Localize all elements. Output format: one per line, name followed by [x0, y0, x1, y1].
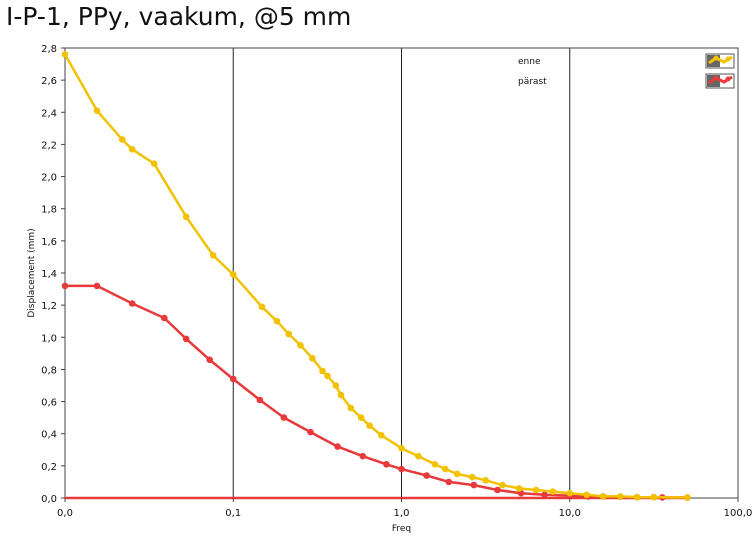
data-point — [468, 473, 476, 481]
data-point — [256, 396, 264, 404]
data-point — [650, 493, 658, 501]
data-point — [150, 160, 158, 167]
y-tick-label: 0,8 — [41, 365, 57, 376]
data-point — [684, 494, 691, 501]
x-axis-label: Freq — [392, 524, 411, 534]
series-line — [65, 284, 688, 499]
data-point — [415, 452, 422, 460]
data-point — [128, 146, 136, 153]
data-point — [258, 303, 266, 311]
data-point — [61, 282, 69, 290]
data-point — [499, 481, 506, 489]
tick-labels: 0,0 0,1 1,0 10,0 100,0 0,0 0,2 0,4 0,6 0,8 1,0 1,2 1… — [41, 44, 752, 519]
y-tick-label: 0,4 — [41, 430, 57, 441]
data-point — [209, 252, 217, 259]
data-point — [366, 422, 373, 430]
series-enne — [61, 51, 691, 501]
data-point — [285, 330, 293, 338]
x-tick-label: 1,0 — [394, 508, 410, 519]
data-point — [541, 491, 548, 499]
data-point — [93, 107, 101, 114]
data-point — [383, 461, 390, 468]
data-point — [482, 477, 489, 484]
data-point — [359, 452, 367, 460]
legend: enne pärast — [518, 53, 735, 89]
y-tick-label: 0,6 — [41, 398, 57, 409]
data-point — [297, 342, 304, 349]
data-point — [206, 356, 213, 364]
data-point — [61, 51, 69, 58]
data-point — [532, 486, 540, 494]
y-tick-label: 2,0 — [41, 173, 57, 184]
data-point — [119, 136, 126, 143]
series-pärast — [61, 282, 691, 501]
chart-title: I-P-1, PPy, vaakum, @5 mm — [6, 2, 352, 31]
data-point — [583, 491, 590, 499]
data-point — [324, 372, 331, 380]
grid — [232, 48, 571, 498]
y-tick-label: 0,0 — [41, 494, 57, 505]
y-tick-label: 1,0 — [41, 333, 57, 344]
data-point — [549, 488, 557, 495]
data-point — [398, 444, 405, 452]
x-tick-label: 10,0 — [559, 508, 581, 519]
data-point — [182, 213, 190, 221]
y-tick-label: 2,8 — [41, 44, 57, 55]
data-point — [319, 367, 326, 375]
data-point — [337, 391, 345, 399]
legend-label: enne — [518, 57, 541, 67]
data-point — [230, 271, 237, 278]
y-tick-label: 1,2 — [41, 301, 57, 312]
data-point — [347, 404, 355, 412]
data-point — [566, 489, 574, 497]
y-tick-label: 2,4 — [41, 108, 57, 119]
data-point — [378, 432, 385, 439]
data-point — [442, 465, 449, 473]
data-point — [445, 478, 453, 486]
data-point — [599, 493, 607, 500]
y-tick-label: 2,6 — [41, 76, 57, 87]
data-point — [494, 486, 501, 494]
data-point — [515, 485, 523, 492]
legend-label: pärast — [518, 77, 547, 87]
data-point — [470, 481, 478, 489]
data-point — [332, 382, 340, 389]
y-tick-label: 2,2 — [41, 140, 57, 151]
y-axis-label: Displacement (mm) — [27, 228, 37, 317]
data-point — [230, 375, 237, 383]
data-point — [161, 314, 168, 322]
legend-swatch — [705, 73, 735, 89]
series-layer — [61, 51, 691, 501]
data-point — [280, 414, 288, 421]
data-point — [431, 461, 439, 468]
data-point — [128, 300, 136, 307]
series-line — [63, 53, 688, 499]
data-point — [309, 354, 316, 362]
data-point — [273, 317, 281, 325]
legend-swatch — [705, 53, 735, 69]
data-point — [93, 282, 101, 290]
x-tick-label: 100,0 — [724, 508, 753, 519]
data-point — [398, 465, 405, 473]
y-tick-label: 0,2 — [41, 462, 57, 473]
data-point — [453, 470, 461, 478]
y-tick-label: 1,4 — [41, 269, 57, 280]
data-point — [307, 428, 314, 436]
y-tick-label: 1,8 — [41, 205, 57, 216]
data-point — [334, 443, 341, 450]
data-point — [182, 335, 190, 343]
data-point — [357, 414, 365, 421]
y-tick-label: 1,6 — [41, 237, 57, 248]
x-tick-label: 0,1 — [225, 508, 241, 519]
x-tick-label: 0,0 — [57, 508, 73, 519]
data-point — [423, 472, 430, 479]
data-point — [633, 493, 641, 501]
data-point — [617, 493, 624, 500]
